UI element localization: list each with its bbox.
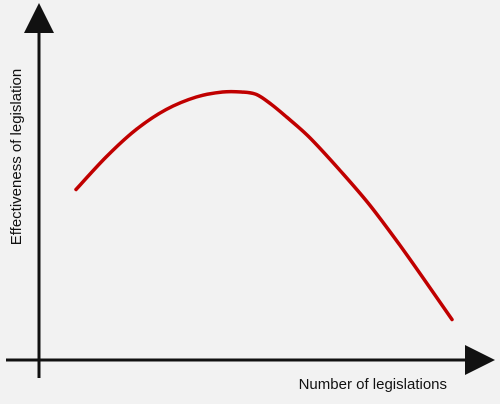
x-axis-label: Number of legislations [299, 376, 447, 393]
series-curve [74, 89, 454, 322]
y-axis-label: Effectiveness of legislation [8, 69, 25, 246]
